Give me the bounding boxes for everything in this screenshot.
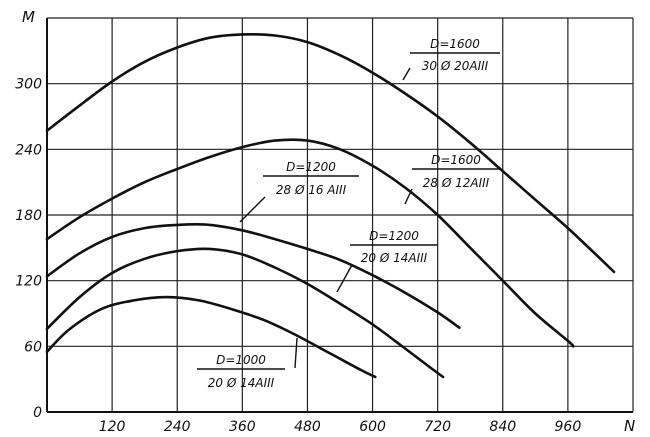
x-axis-label: N [624,417,635,435]
series-curve-5 [45,295,377,379]
y-tick-label: 60 [24,339,42,355]
grid [47,17,634,412]
series-curve-3 [45,223,461,329]
leader-line [294,337,298,369]
leader-line [404,188,413,205]
series-label-top: D=1600 [430,37,480,51]
series-annotations: D=1600 30 Ø 20AIII D=1600 28 Ø 12AIII D=1200… [197,37,500,390]
series-label-bottom: 28 Ø 12AIII [423,176,490,190]
series-label-bottom: 20 Ø 14AIII [361,251,428,265]
series-label-bottom: 20 Ø 14AIII [208,376,275,390]
series-label-top: D=1200 [369,229,419,243]
axes [46,18,633,413]
y-tick-label: 120 [15,274,42,290]
y-axis-label: M [22,8,35,26]
series-curve-4 [45,247,445,379]
x-tick-label: 720 [424,419,451,435]
series-label-bottom: 28 Ø 16 AIII [276,183,347,197]
series-curve-2 [45,138,575,348]
series-label-top: D=1000 [216,353,266,367]
leader-line [239,196,266,223]
x-tick-label: 840 [489,419,516,435]
series-label-bottom: 30 Ø 20AIII [422,59,489,73]
series-label-top: D=1600 [431,153,481,167]
x-tick-label: 600 [359,419,386,435]
leader-line [336,264,353,293]
series-curve-1 [45,32,616,274]
x-tick-label: 240 [164,419,191,435]
x-tick-label: 960 [555,419,582,435]
y-tick-label: 240 [15,142,42,158]
leader-line [402,67,411,81]
y-tick-label: 180 [15,208,42,224]
y-tick-label: 0 [33,405,42,421]
tick-labels: 120 240 360 480 600 720 840 960 0 60 120 180 240 300 [15,77,581,435]
series-curves [45,32,616,379]
series-label-top: D=1200 [286,160,336,174]
x-tick-label: 120 [99,419,126,435]
x-tick-label: 480 [294,419,321,435]
y-tick-label: 300 [15,77,42,93]
x-tick-label: 360 [229,419,256,435]
